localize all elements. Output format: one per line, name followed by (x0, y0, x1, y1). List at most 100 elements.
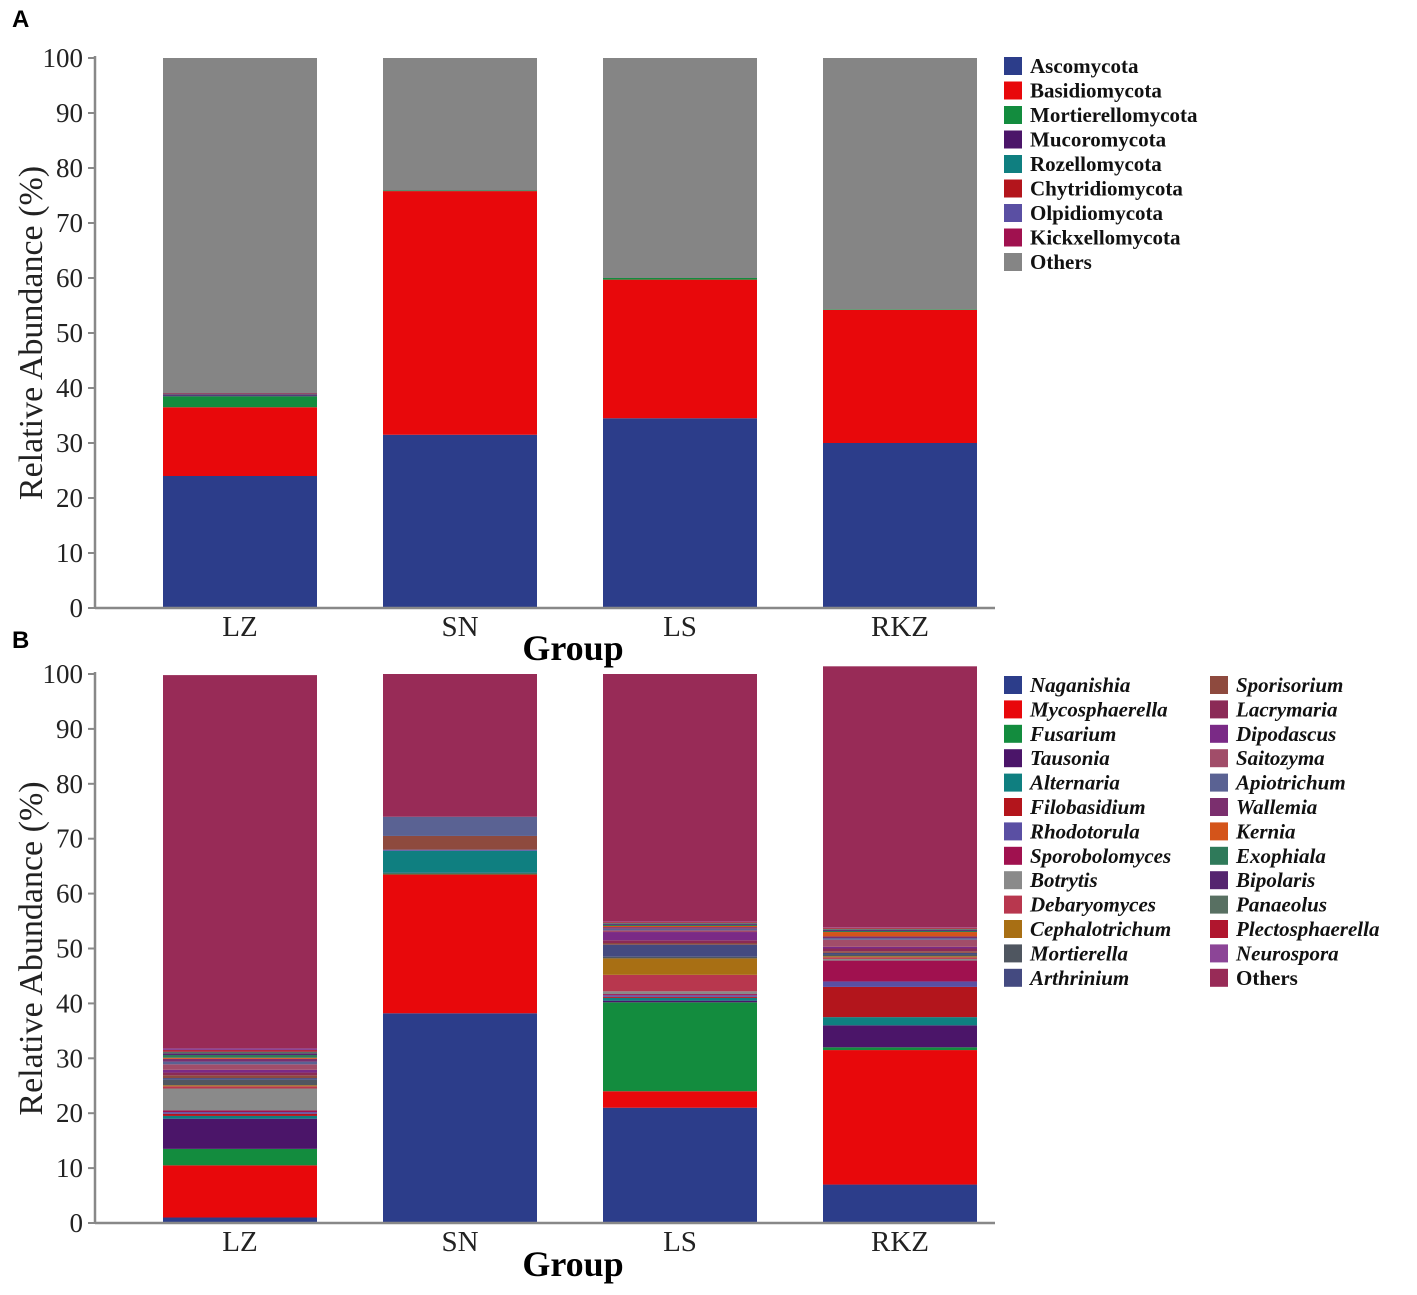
legend-item-arthrinium: Arthrinium (1004, 966, 1129, 990)
legend-item-saitozyma: Saitozyma (1210, 746, 1325, 770)
legend-item-tausonia: Tausonia (1004, 746, 1110, 770)
bar-segment-ascomycota (603, 418, 757, 608)
legend-swatch (1004, 228, 1022, 247)
legend-swatch (1210, 700, 1228, 719)
legend-label: Saitozyma (1236, 746, 1325, 770)
y-tick-label: 20 (56, 1098, 83, 1128)
bar-segment-plectosphaerella (603, 921, 757, 923)
legend-label: Ascomycota (1030, 54, 1139, 78)
legend-item-bipolaris: Bipolaris (1210, 868, 1315, 892)
legend-swatch (1004, 968, 1022, 987)
bar-segment-plectosphaerella (163, 1050, 317, 1052)
legend-item-olpidiomycota: Olpidiomycota (1004, 201, 1164, 225)
bar-stack-lz (163, 675, 317, 1223)
bar-segment-naganishia (603, 1107, 757, 1223)
bar-segment-lacrymaria (823, 948, 977, 952)
chart-panel-b: B LZ SN LS RKZ 0 10 20 30 40 50 60 70 80 90 100 Relative… (12, 627, 1379, 1284)
legend-swatch (1210, 822, 1228, 841)
bar-segment-saitozyma (163, 1064, 317, 1070)
y-tick-label: 100 (43, 659, 84, 689)
x-tick-label: LS (663, 611, 697, 643)
x-tick-label: SN (441, 1226, 478, 1258)
y-tick-label: 70 (56, 208, 83, 238)
bar-segment-sporobolomyces (163, 1110, 317, 1113)
bar-segment-apiotrichum (163, 1061, 317, 1065)
legend-label: Arthrinium (1028, 966, 1129, 990)
legend-item-botrytis: Botrytis (1004, 868, 1098, 892)
bar-segment-kernia (163, 1057, 317, 1059)
bar-stack-ls (603, 58, 757, 608)
y-tick-label: 40 (56, 988, 83, 1018)
legend-label: Mucoromycota (1030, 128, 1167, 152)
bar-segment-ascomycota (383, 434, 537, 608)
legend-label: Others (1236, 966, 1298, 990)
legend-swatch (1004, 57, 1022, 75)
y-tick-label: 20 (56, 483, 83, 513)
legend-swatch (1210, 871, 1228, 890)
y-tick-label: 50 (56, 934, 83, 964)
legend-item-mortierella: Mortierella (1004, 941, 1128, 965)
bar-segment-panaeolus (603, 922, 757, 924)
y-tick-label: 50 (56, 318, 83, 348)
bar-stack-lz (163, 58, 317, 608)
bar-segment-olpidiomycota (163, 393, 317, 395)
bar-segment-mycosphaerella (603, 1091, 757, 1108)
legend-label: Rhodotorula (1029, 819, 1140, 843)
bar-segment-chytridiomycota (163, 394, 317, 395)
x-tick-label: LS (663, 1226, 697, 1258)
legend-item-sporobolomyces: Sporobolomyces (1004, 844, 1171, 868)
panel-letter: B (12, 627, 29, 654)
legend-item-mortierellomycota: Mortierellomycota (1004, 103, 1198, 127)
legend-item-apiotrichum: Apiotrichum (1210, 771, 1346, 795)
bar-segment-dipodascus (163, 1069, 317, 1073)
bar-segment-wallemia (823, 936, 977, 939)
bar-segment-plectosphaerella (823, 927, 977, 929)
x-tick-label: LZ (222, 611, 257, 643)
bar-segment-tausonia (383, 872, 537, 874)
bar-segment-bipolaris (823, 929, 977, 931)
bar-segment-mucoromycota (163, 395, 317, 397)
legend-label: Wallemia (1236, 795, 1317, 819)
legend-label: Basidiomycota (1030, 79, 1162, 103)
legend-swatch (1004, 920, 1022, 938)
legend-swatch (1004, 846, 1022, 865)
legend-swatch (1004, 130, 1022, 149)
legend-label: Lacrymaria (1235, 697, 1337, 721)
bar-segment-filobasidium (603, 996, 757, 998)
bar-segment-others (603, 674, 757, 922)
x-tick-label: SN (441, 611, 478, 643)
bar-segment-panaeolus (823, 928, 977, 930)
legend-item-alternaria: Alternaria (1004, 771, 1120, 795)
legend-item-neurospora: Neurospora (1210, 941, 1339, 965)
legend-swatch (1004, 106, 1022, 124)
legend-item-ascomycota: Ascomycota (1004, 54, 1139, 78)
y-tick-label: 80 (56, 769, 83, 799)
legend-swatch (1210, 895, 1228, 914)
legend-swatch (1004, 179, 1022, 198)
bar-segment-debaryomyces (823, 957, 977, 959)
bar-stack-sn (383, 58, 537, 608)
bar-stack-rkz (823, 58, 977, 608)
legend-label: Mortierellomycota (1030, 103, 1198, 127)
legend-label: Sporobolomyces (1030, 844, 1171, 868)
legend-item-debaryomyces: Debaryomyces (1004, 893, 1156, 917)
legend-label: Dipodascus (1235, 722, 1336, 746)
bar-segment-botrytis (823, 958, 977, 961)
x-axis-label: Group (522, 1244, 623, 1284)
legend-swatch (1004, 81, 1022, 100)
bar-segment-apiotrichum (823, 938, 977, 940)
bar-segment-apiotrichum (383, 816, 537, 836)
bar-segment-dipodascus (603, 932, 757, 941)
y-tick-label: 0 (70, 593, 84, 623)
legend-item-naganishia: Naganishia (1004, 673, 1130, 697)
bar-segment-others (823, 666, 977, 928)
bar-segment-naganishia (383, 1013, 537, 1223)
y-tick-label: 90 (56, 98, 83, 128)
legend-item-sporisorium: Sporisorium (1210, 673, 1343, 697)
bar-segment-kernia (603, 925, 757, 928)
bar-segment-fusarium (823, 1047, 977, 1051)
bar-segment-mortierella (823, 954, 977, 957)
bar-segment-others (823, 58, 977, 310)
legend-swatch (1004, 944, 1022, 963)
bar-segment-others (383, 58, 537, 191)
